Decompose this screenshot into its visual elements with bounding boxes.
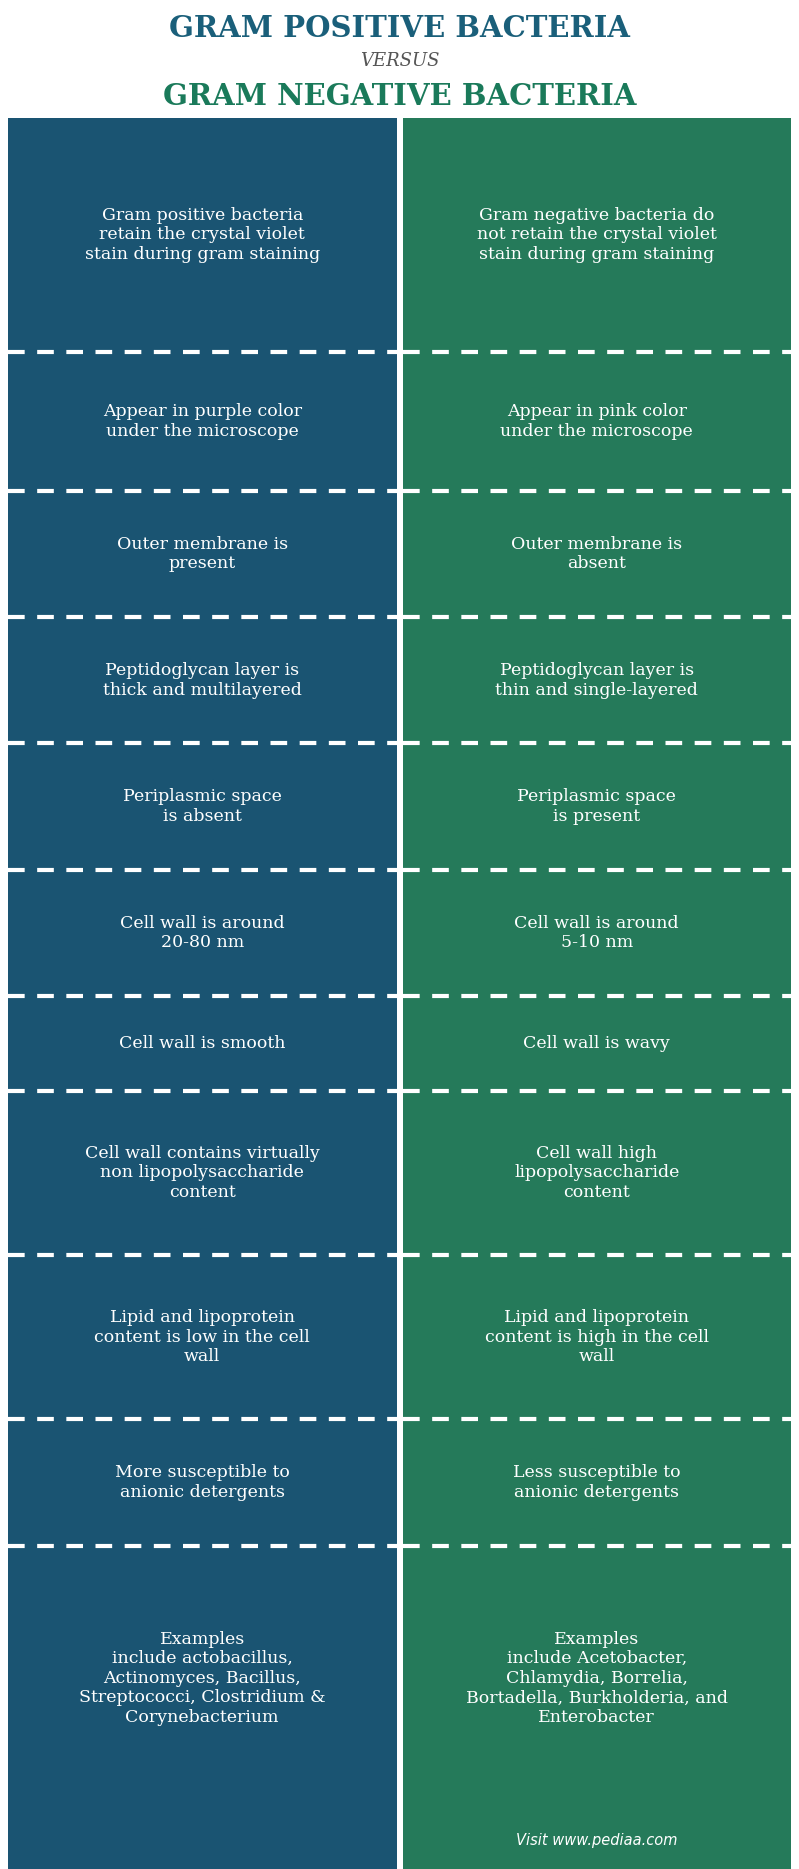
Text: Examples
include actobacillus,
Actinomyces, Bacillus,
Streptococci, Clostridium : Examples include actobacillus, Actinomyc… [79,1630,325,1727]
Bar [8,617,396,744]
Text: Cell wall is around
5-10 nm: Cell wall is around 5-10 nm [515,914,679,951]
Text: Periplasmic space
is absent: Periplasmic space is absent [123,789,282,824]
Text: Gram positive bacteria
retain the crystal violet
stain during gram staining: Gram positive bacteria retain the crysta… [85,207,320,264]
Bar [8,744,396,869]
Text: Lipid and lipoprotein
content is high in the cell
wall: Lipid and lipoprotein content is high in… [485,1308,709,1366]
Bar [8,1091,396,1256]
Bar [8,1811,396,1869]
Text: GRAM POSITIVE BACTERIA: GRAM POSITIVE BACTERIA [169,13,630,43]
Text: Outer membrane is
present: Outer membrane is present [117,536,288,572]
Text: Cell wall high
lipopolysaccharide
content: Cell wall high lipopolysaccharide conten… [514,1146,679,1202]
Text: Peptidoglycan layer is
thin and single-layered: Peptidoglycan layer is thin and single-l… [495,662,698,699]
Text: GRAM NEGATIVE BACTERIA: GRAM NEGATIVE BACTERIA [163,82,636,110]
Text: Periplasmic space
is present: Periplasmic space is present [517,789,676,824]
Text: Cell wall is around
20-80 nm: Cell wall is around 20-80 nm [120,914,284,951]
Bar [8,118,396,351]
Text: Visit www.pediaa.com: Visit www.pediaa.com [516,1832,678,1847]
Text: Lipid and lipoprotein
content is low in the cell
wall: Lipid and lipoprotein content is low in … [94,1308,310,1366]
Bar [8,1546,396,1811]
Text: Appear in pink color
under the microscope: Appear in pink color under the microscop… [500,404,693,439]
Bar [8,869,396,996]
Text: VERSUS: VERSUS [360,52,439,69]
Text: Outer membrane is
absent: Outer membrane is absent [511,536,682,572]
Bar [8,1419,396,1546]
Bar [403,869,791,996]
Bar [403,492,791,617]
Bar [403,1419,791,1546]
Text: More susceptible to
anionic detergents: More susceptible to anionic detergents [115,1463,290,1501]
Text: Gram negative bacteria do
not retain the crystal violet
stain during gram staini: Gram negative bacteria do not retain the… [477,207,717,264]
Text: Appear in purple color
under the microscope: Appear in purple color under the microsc… [103,404,302,439]
Bar [403,1811,791,1869]
Bar [403,1256,791,1419]
Bar [403,617,791,744]
Text: Cell wall is wavy: Cell wall is wavy [523,1035,670,1052]
Bar [403,351,791,492]
Bar [8,351,396,492]
Text: Less susceptible to
anionic detergents: Less susceptible to anionic detergents [513,1463,681,1501]
Bar [403,996,791,1091]
Text: Cell wall is smooth: Cell wall is smooth [119,1035,285,1052]
Text: Peptidoglycan layer is
thick and multilayered: Peptidoglycan layer is thick and multila… [103,662,302,699]
Bar [8,492,396,617]
Bar [403,1091,791,1256]
Text: Cell wall contains virtually
non lipopolysaccharide
content: Cell wall contains virtually non lipopol… [85,1146,320,1202]
Bar [403,1546,791,1811]
Bar [403,118,791,351]
Bar [8,1256,396,1419]
Bar [403,744,791,869]
Bar [8,996,396,1091]
Text: Examples
include Acetobacter,
Chlamydia, Borrelia,
Bortadella, Burkholderia, and: Examples include Acetobacter, Chlamydia,… [466,1630,728,1727]
